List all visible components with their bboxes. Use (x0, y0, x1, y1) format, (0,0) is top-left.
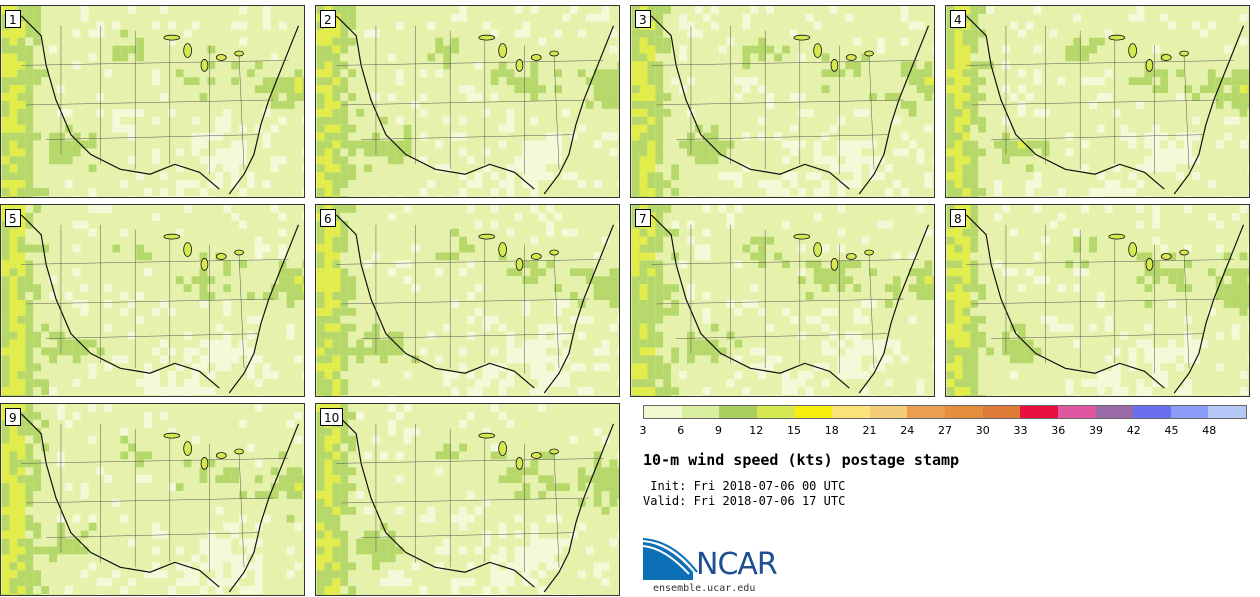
colorbar-tick-label: 6 (677, 424, 685, 437)
colorbar-segment (832, 406, 870, 418)
colorbar-tick-label: 30 (975, 424, 990, 437)
colorbar-segment (982, 406, 1021, 418)
panel-number: 3 (635, 10, 651, 28)
colorbar-segment (1020, 406, 1058, 418)
valid-time: Valid: Fri 2018-07-06 17 UTC (643, 494, 846, 508)
ensemble-panel-10: 10 (315, 403, 620, 596)
colorbar-segment (644, 406, 682, 418)
colorbar-segment (1057, 406, 1096, 418)
ncar-logo-icon (643, 538, 698, 580)
website-url: ensemble.ucar.edu (653, 583, 756, 594)
colorbar-tick-label: 27 (938, 424, 952, 437)
ensemble-panel-1: 1 (0, 5, 305, 198)
colorbar-tick-label: 33 (1013, 424, 1028, 437)
init-time: Init: Fri 2018-07-06 00 UTC (643, 479, 846, 493)
colorbar-tick-label: 3 (639, 424, 647, 437)
colorbar-segment (1208, 406, 1246, 418)
ensemble-panel-2: 2 (315, 5, 620, 198)
colorbar-segment (907, 406, 945, 418)
colorbar-segment (1170, 406, 1209, 418)
wind-map (316, 404, 619, 595)
colorbar-segment (681, 406, 720, 418)
colorbar-segment (1133, 406, 1171, 418)
colorbar-tick-label: 45 (1164, 424, 1179, 437)
wind-map (1, 6, 304, 197)
wind-map (316, 6, 619, 197)
colorbar-segment (869, 406, 908, 418)
panel-number: 1 (5, 10, 21, 28)
colorbar-tick-label: 36 (1051, 424, 1066, 437)
colorbar-segment (794, 406, 833, 418)
colorbar-tick-label: 42 (1126, 424, 1141, 437)
wind-map (631, 6, 934, 197)
ensemble-panel-9: 9 (0, 403, 305, 596)
wind-map (1, 205, 304, 396)
wind-map (316, 205, 619, 396)
colorbar-tick-label: 9 (715, 424, 722, 437)
panel-number: 5 (5, 209, 21, 227)
colorbar-segment (945, 406, 983, 418)
ensemble-panel-8: 8 (945, 204, 1250, 397)
ensemble-panel-6: 6 (315, 204, 620, 397)
ensemble-panel-4: 4 (945, 5, 1250, 198)
wind-map (1, 404, 304, 595)
panel-number: 10 (320, 408, 344, 426)
colorbar-tick-label: 15 (787, 424, 801, 437)
ensemble-panel-3: 3 (630, 5, 935, 198)
ncar-logo-text: NCAR (696, 547, 778, 582)
panel-number: 4 (950, 10, 966, 28)
colorbar-tick-label: 12 (749, 424, 764, 437)
wind-map (631, 205, 934, 396)
panel-number: 7 (635, 209, 651, 227)
colorbar-tick-label: 39 (1089, 424, 1103, 437)
panel-number: 8 (950, 209, 966, 227)
panel-number: 9 (5, 408, 21, 426)
colorbar-tick-label: 24 (900, 424, 915, 437)
colorbar-segment (719, 406, 757, 418)
figure-title: 10-m wind speed (kts) postage stamp (643, 451, 960, 469)
colorbar-tick-labels: 3 6 9 12 15 18 21 24 27 30 33 36 39 42 45 48 (639, 424, 1247, 438)
colorbar-segment (1095, 406, 1134, 418)
panel-number: 6 (320, 209, 336, 227)
wind-speed-colorbar (643, 405, 1247, 419)
wind-map (946, 6, 1249, 197)
ensemble-panel-7: 7 (630, 204, 935, 397)
colorbar-tick-label: 48 (1202, 424, 1217, 437)
panel-number: 2 (320, 10, 336, 28)
colorbar-tick-label: 18 (824, 424, 839, 437)
colorbar-tick-label: 21 (862, 424, 877, 437)
wind-map (946, 205, 1249, 396)
ensemble-panel-5: 5 (0, 204, 305, 397)
colorbar-segment (756, 406, 795, 418)
